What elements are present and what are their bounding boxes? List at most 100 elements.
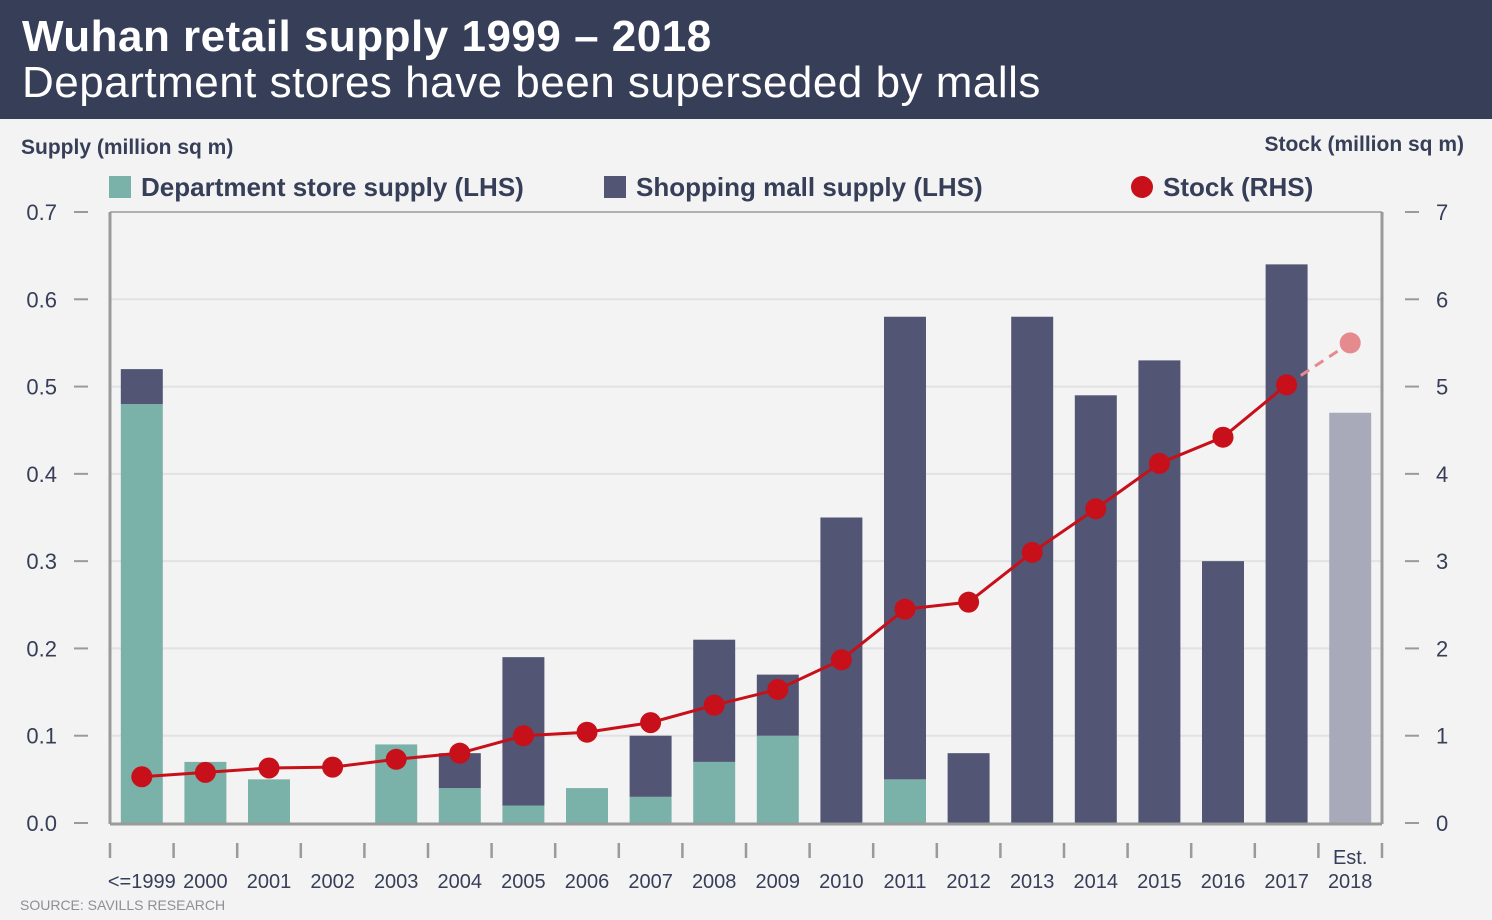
stock-point-2016 [1212, 426, 1234, 448]
x-tick-label: 2006 [565, 871, 610, 893]
stock-point-2006 [576, 721, 598, 743]
right-tick-label: 2 [1436, 636, 1448, 661]
bar-mall-<=1999 [120, 369, 163, 405]
stock-point-2007 [640, 712, 662, 734]
x-tick-label: 2015 [1137, 871, 1182, 893]
bar-department-<=1999 [120, 404, 163, 823]
stock-line-estimate [1285, 341, 1352, 387]
stock-point-2017 [1276, 374, 1298, 396]
x-tick-label: 2016 [1201, 871, 1246, 893]
bar-mall-2013 [1011, 316, 1054, 823]
x-tick-label: 2001 [247, 871, 292, 893]
bar-mall-2012 [947, 753, 990, 823]
x-tick-label: 2009 [756, 871, 801, 893]
x-tick-label: 2005 [501, 871, 546, 893]
bar-mall-2007 [629, 735, 672, 797]
right-tick-label: 5 [1436, 375, 1448, 400]
stock-point-2000 [194, 761, 216, 783]
stock-point-2018 [1339, 332, 1361, 354]
stock-point-2015 [1148, 452, 1170, 474]
legend-marker-stock [1131, 176, 1153, 198]
stock-point-2002 [322, 756, 344, 778]
right-tick-label: 7 [1436, 200, 1448, 225]
legend-label-mall: Shopping mall supply (LHS) [636, 171, 983, 202]
right-tick-label: 1 [1436, 724, 1448, 749]
x-tick-label: 2012 [946, 871, 991, 893]
bar-department-2009 [756, 735, 799, 823]
right-tick-label: 6 [1436, 287, 1448, 312]
bar-mall-2011 [884, 316, 926, 780]
x-tick-label: 2003 [374, 871, 419, 893]
chart-subtitle: Department stores have been superseded b… [22, 58, 1041, 107]
stock-line [131, 332, 1361, 788]
right-tick-label: 3 [1436, 549, 1448, 574]
left-tick-label: 0.3 [26, 549, 57, 574]
x-tick-label: 2008 [692, 871, 737, 893]
x-tick-label: 2004 [438, 871, 483, 893]
right-axis: 0 1 2 3 4 5 6 7 [1405, 200, 1448, 836]
bar-department-2005 [502, 805, 545, 823]
x-tick-label: 2000 [183, 871, 228, 893]
right-axis-title: Stock (million sq m) [1264, 133, 1464, 156]
left-tick-label: 0.4 [26, 462, 57, 487]
bar-mall-2014 [1074, 395, 1117, 823]
x-tick-label: 2013 [1010, 871, 1055, 893]
bar-department-2006 [566, 788, 608, 823]
x-tick-note: Est. [1333, 847, 1367, 869]
bar-mall-2015 [1138, 360, 1181, 823]
bar-mall-2018 [1329, 412, 1372, 823]
stock-point-2004 [449, 742, 471, 764]
bar-department-2011 [884, 779, 926, 823]
right-tick-label: 4 [1436, 462, 1448, 487]
stock-point-2011 [894, 598, 916, 620]
x-tick-label: <=1999 [108, 871, 176, 893]
x-tick-label: 2014 [1074, 871, 1119, 893]
x-tick-label: 2010 [819, 871, 864, 893]
x-tick-label: 2007 [628, 871, 673, 893]
bar-department-2007 [629, 796, 672, 823]
legend-label-stock: Stock (RHS) [1163, 171, 1314, 202]
stock-point-2012 [958, 591, 980, 613]
bars [120, 264, 1372, 823]
stock-point-2003 [385, 748, 407, 770]
chart-header: Wuhan retail supply 1999 – 2018 Departme… [0, 0, 1492, 119]
bar-mall-2017 [1265, 264, 1308, 823]
left-tick-label: 0.2 [26, 636, 57, 661]
source-note: SOURCE: SAVILLS RESEARCH [20, 897, 226, 913]
chart-title: Wuhan retail supply 1999 – 2018 [22, 12, 712, 61]
stock-point-<=1999 [131, 766, 153, 788]
legend-swatch-department [109, 176, 131, 198]
legend-item-mall: Shopping mall supply (LHS) [604, 172, 983, 202]
x-tick-label: 2018 [1328, 871, 1373, 893]
left-axis-title: Supply (million sq m) [21, 136, 234, 159]
bar-department-2004 [438, 788, 481, 823]
stock-point-2009 [767, 678, 789, 700]
stock-point-2013 [1021, 541, 1043, 563]
bar-mall-2016 [1202, 561, 1244, 823]
legend-item-stock: Stock (RHS) [1131, 172, 1313, 202]
right-tick-label: 0 [1436, 811, 1448, 836]
left-tick-label: 0.6 [26, 287, 57, 312]
left-axis: 0.0 0.1 0.2 0.3 0.4 0.5 0.6 0.7 [26, 200, 88, 836]
legend-swatch-mall [604, 176, 626, 198]
legend-item-department: Department store supply (LHS) [109, 172, 524, 202]
stock-point-2010 [830, 649, 852, 671]
left-tick-label: 0.1 [26, 724, 57, 749]
stock-point-2008 [703, 694, 725, 716]
legend-label-department: Department store supply (LHS) [141, 171, 524, 202]
stock-point-2005 [512, 725, 534, 747]
bar-department-2001 [248, 779, 290, 823]
stock-point-2001 [258, 757, 280, 779]
left-tick-label: 0.0 [26, 811, 57, 836]
bar-department-2008 [693, 761, 736, 823]
gridlines [110, 298, 1382, 737]
plot-frame [108, 211, 1384, 826]
x-axis: <=1999 2000 2001 2002 2003 2004 2005 2006 2007 20… [108, 843, 1384, 893]
x-tick-label: 2002 [310, 871, 355, 893]
left-tick-label: 0.5 [26, 375, 57, 400]
x-tick-label: 2011 [883, 871, 926, 893]
x-tick-label: 2017 [1264, 871, 1309, 893]
left-tick-label: 0.7 [26, 200, 57, 225]
stock-point-2014 [1085, 498, 1107, 520]
